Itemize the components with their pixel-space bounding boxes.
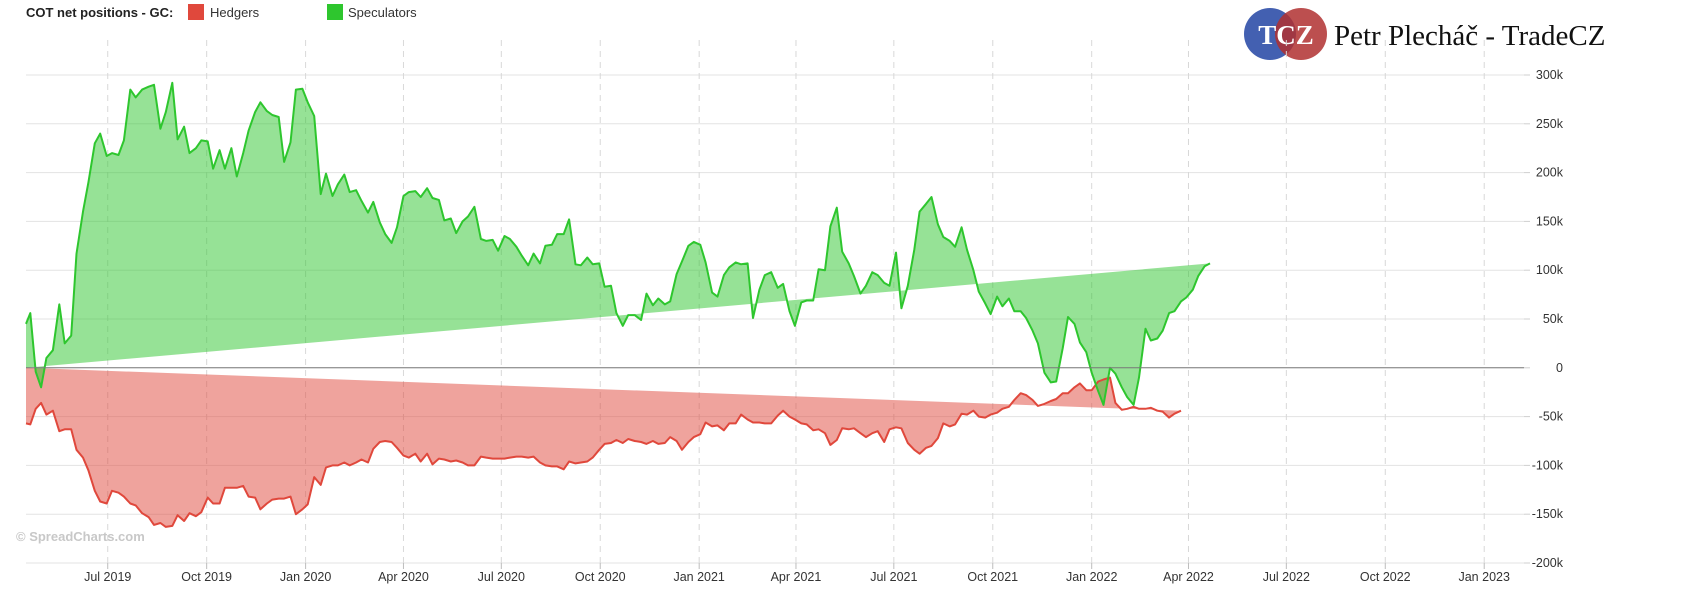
x-tick-label: Jan 2022 [1066, 570, 1117, 584]
y-tick-label: 300k [1536, 68, 1564, 82]
x-tick-label: Jan 2023 [1458, 570, 1509, 584]
brand-name: Petr Plecháč - TradeCZ [1334, 20, 1605, 52]
y-tick-label: 250k [1536, 117, 1564, 131]
x-tick-label: Oct 2019 [181, 570, 232, 584]
y-tick-label: 100k [1536, 263, 1564, 277]
x-tick-label: Jan 2020 [280, 570, 331, 584]
y-tick-label: 150k [1536, 214, 1564, 228]
brand: TCZ Petr Plecháč - TradeCZ [1244, 8, 1605, 60]
x-axis: Jul 2019 Oct 2019 Jan 2020 Apr 2020 Jul 2020… [84, 563, 1510, 584]
legend-swatch-speculators[interactable] [327, 4, 343, 20]
x-tick-label: Oct 2021 [967, 570, 1018, 584]
y-tick-label: -100k [1532, 458, 1564, 472]
watermark: © SpreadCharts.com [16, 529, 145, 544]
line-speculators[interactable] [25, 81, 1211, 406]
area-speculators [26, 82, 1210, 405]
x-tick-label: Apr 2020 [378, 570, 429, 584]
y-tick-label: -200k [1532, 556, 1564, 570]
legend: COT net positions - GC: Hedgers Speculat… [26, 4, 417, 20]
x-tick-label: Jul 2020 [478, 570, 525, 584]
x-tick-label: Jul 2019 [84, 570, 131, 584]
legend-label-speculators[interactable]: Speculators [348, 5, 417, 20]
x-tick-label: Apr 2022 [1163, 570, 1214, 584]
y-tick-label: -50k [1539, 410, 1564, 424]
brand-logo: TCZ [1244, 8, 1327, 60]
y-tick-label: 50k [1543, 312, 1564, 326]
x-tick-label: Apr 2021 [771, 570, 822, 584]
x-tick-label: Jan 2021 [673, 570, 724, 584]
logo-circle-right [1275, 8, 1327, 60]
y-tick-label: -150k [1532, 507, 1564, 521]
x-tick-label: Jul 2021 [870, 570, 917, 584]
y-tick-label: 0 [1556, 361, 1563, 375]
series-areas [26, 82, 1210, 527]
y-tick-label: 200k [1536, 166, 1564, 180]
series-lines [25, 81, 1211, 528]
area-hedgers [26, 367, 1181, 527]
legend-swatch-hedgers[interactable] [188, 4, 204, 20]
x-tick-label: Oct 2020 [575, 570, 626, 584]
legend-title: COT net positions - GC: [26, 5, 173, 20]
y-axis: 300k 250k 200k 150k 100k 50k 0 -50k -100k -150k -2… [1524, 68, 1564, 570]
legend-label-hedgers[interactable]: Hedgers [210, 5, 260, 20]
x-tick-label: Jul 2022 [1263, 570, 1310, 584]
x-tick-label: Oct 2022 [1360, 570, 1411, 584]
line-hedgers[interactable] [25, 376, 1182, 528]
